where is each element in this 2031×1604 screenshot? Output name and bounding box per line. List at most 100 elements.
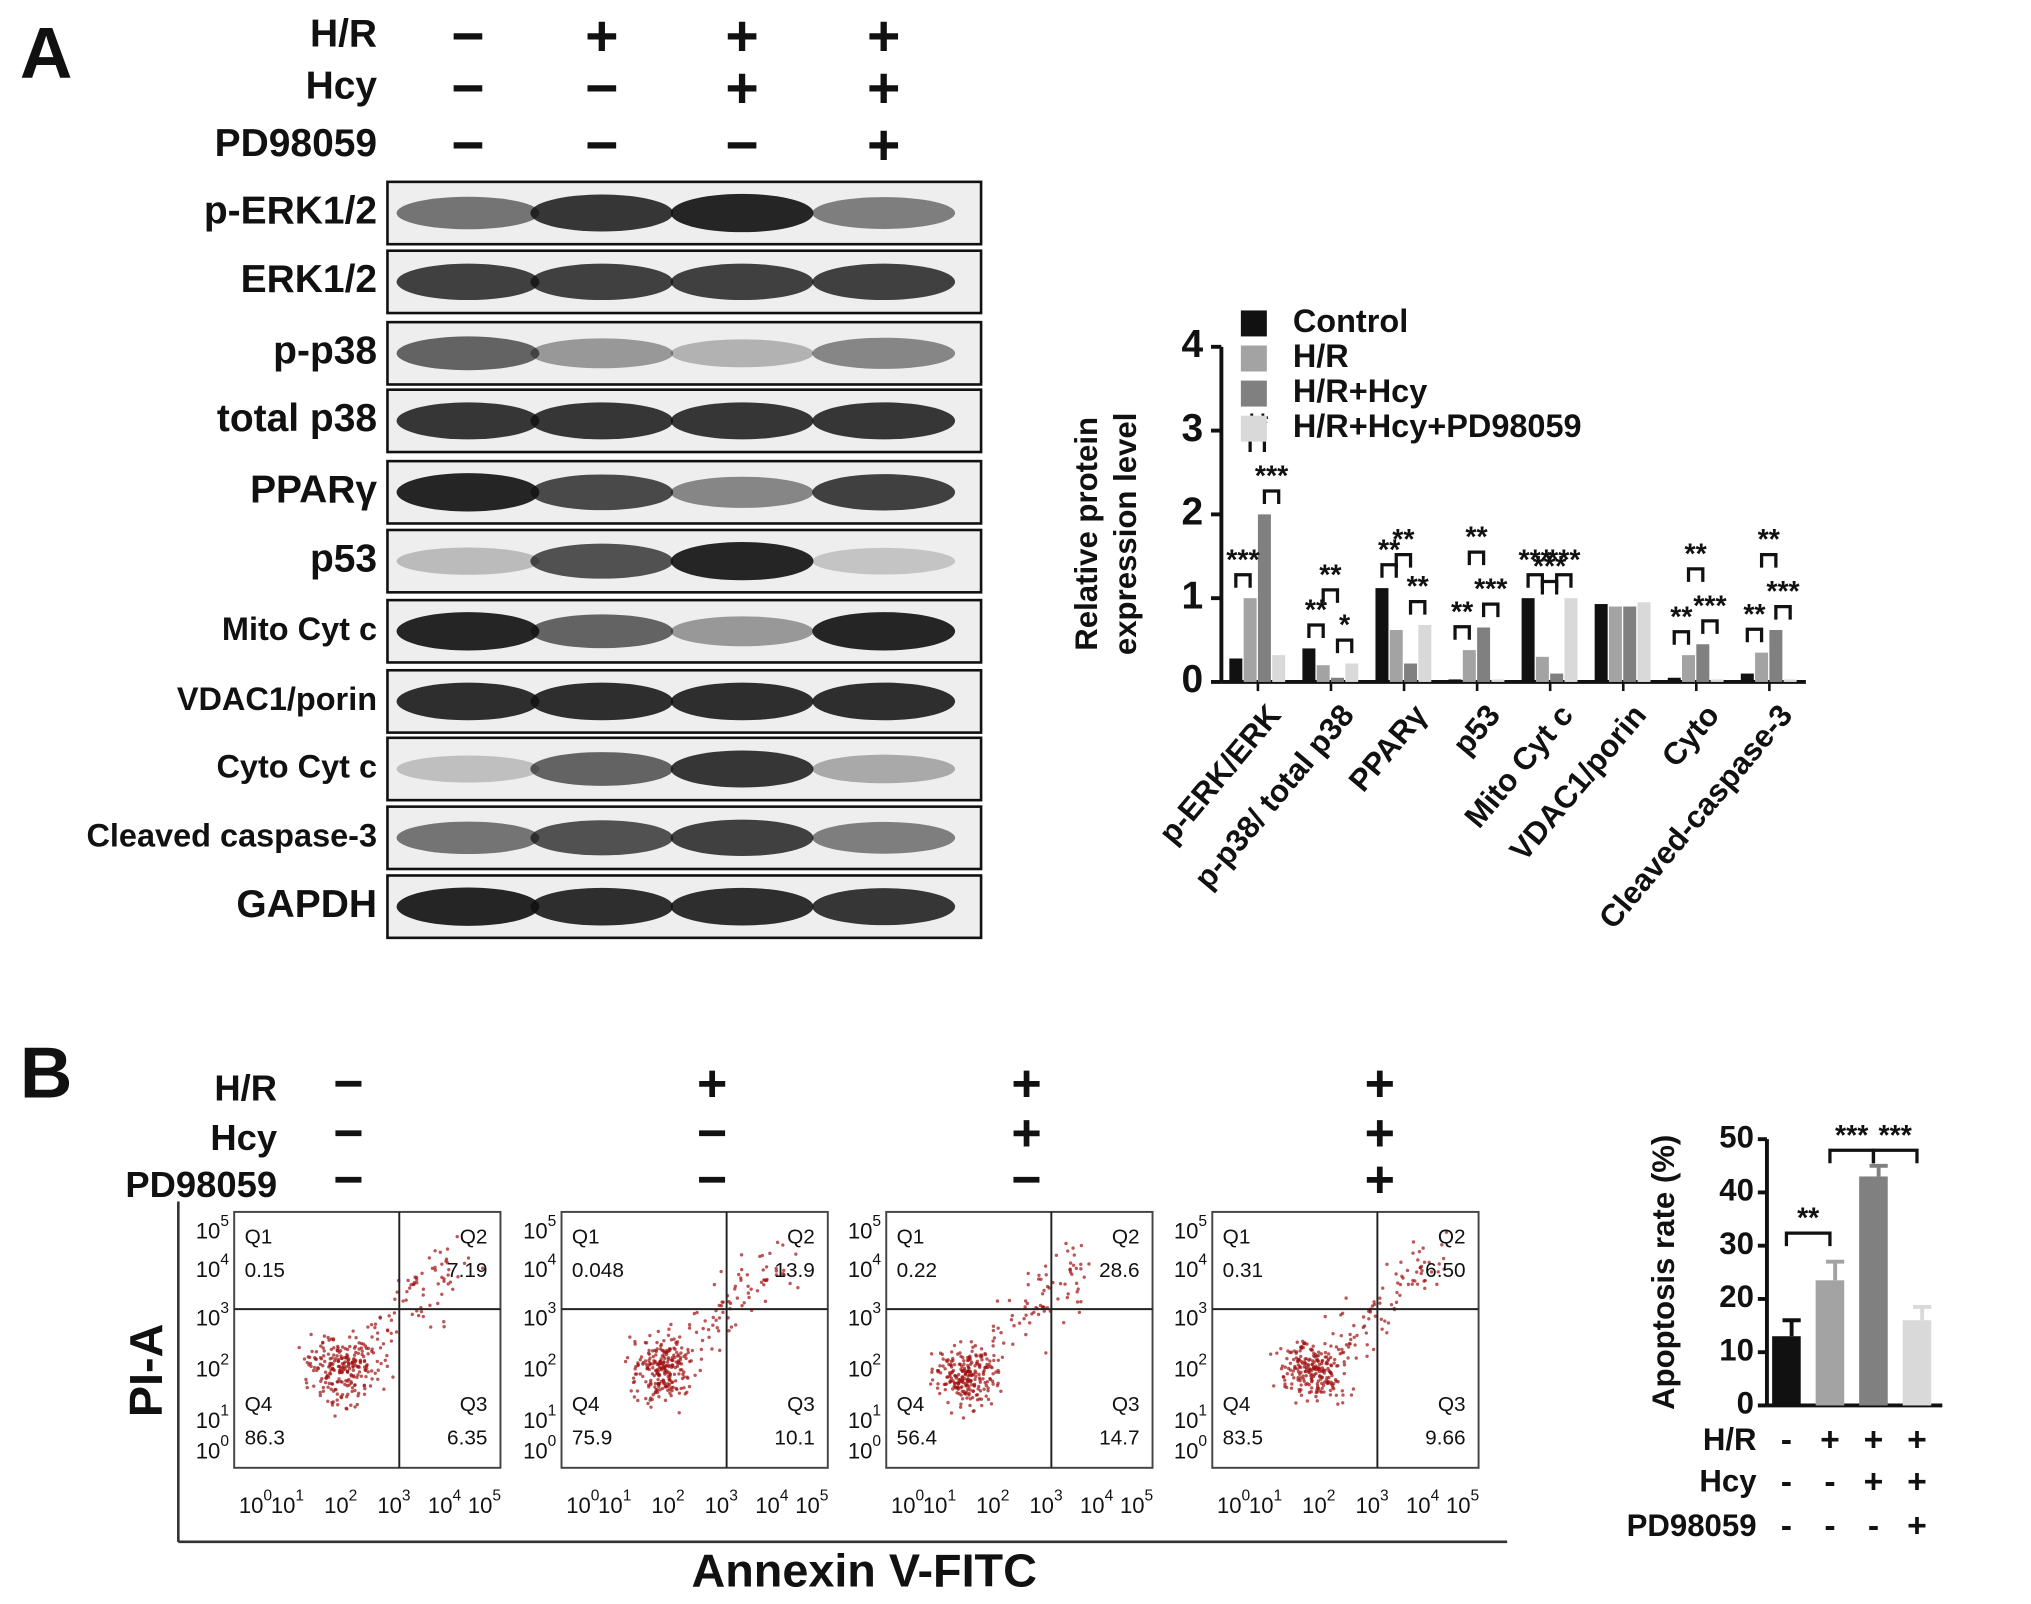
flow-dot	[345, 1369, 350, 1374]
blot-band	[530, 682, 674, 721]
significance-label: ***	[1879, 1120, 1913, 1152]
flow-dot	[347, 1335, 352, 1339]
tick-exponent: 1	[1198, 1403, 1207, 1420]
bar	[1257, 514, 1271, 682]
flow-dot	[658, 1388, 662, 1392]
flow-dot	[1066, 1249, 1070, 1253]
flow-dot	[651, 1354, 655, 1359]
tick-exponent: 0	[591, 1487, 600, 1504]
bar	[1302, 648, 1316, 682]
blot-band	[530, 614, 674, 649]
flow-dot	[978, 1389, 983, 1393]
flow-dot	[385, 1364, 389, 1369]
flow-dot	[330, 1356, 334, 1360]
flow-dot	[991, 1382, 995, 1386]
x-tick-label: 103	[1029, 1487, 1062, 1517]
flow-dot	[687, 1326, 692, 1330]
flow-dot	[1301, 1345, 1305, 1350]
flow-dot	[1054, 1253, 1059, 1257]
flow-dot	[672, 1372, 677, 1376]
tick-exponent: 5	[492, 1487, 501, 1504]
flow-dot	[662, 1370, 667, 1375]
flow-dot	[349, 1403, 353, 1407]
x-tick-label: PPARγ	[1342, 697, 1435, 798]
flow-dot	[1307, 1382, 1311, 1387]
flow-dot	[444, 1259, 448, 1263]
blot-band	[396, 682, 540, 721]
flow-dot	[995, 1299, 1000, 1303]
flow-dot	[412, 1280, 417, 1285]
flow-dot	[658, 1347, 663, 1351]
flow-dot	[1319, 1352, 1323, 1356]
flow-dot	[930, 1370, 934, 1374]
flow-dot	[977, 1384, 981, 1389]
flow-dot	[669, 1322, 673, 1327]
quadrant-name: Q4	[897, 1393, 925, 1416]
flow-dot	[1314, 1390, 1318, 1395]
flow-dot	[1328, 1388, 1333, 1393]
flow-dot	[309, 1332, 313, 1337]
flow-dot	[699, 1357, 704, 1361]
flow-dot	[1311, 1366, 1316, 1370]
flow-dot	[986, 1386, 990, 1390]
flow-dot	[700, 1338, 705, 1343]
flow-dot	[1325, 1361, 1330, 1366]
flow-dot	[968, 1403, 972, 1408]
flow-dot	[323, 1380, 328, 1385]
flow-dot	[649, 1396, 653, 1400]
bar	[1521, 598, 1535, 682]
flow-dot	[329, 1347, 334, 1352]
flow-dot	[314, 1357, 319, 1361]
tick-base: 10	[1249, 1493, 1274, 1518]
significance-bracket	[1540, 579, 1559, 595]
bar	[1815, 1280, 1845, 1406]
flow-dot	[679, 1351, 683, 1355]
flow-dot	[960, 1397, 965, 1401]
flow-dot	[355, 1375, 359, 1380]
flow-dot	[1042, 1288, 1046, 1293]
flow-dot	[480, 1266, 485, 1270]
flow-dot	[1007, 1298, 1012, 1303]
tick-exponent: 2	[548, 1351, 557, 1368]
y-tick-label: 3	[1182, 407, 1204, 450]
tick-base: 10	[1029, 1493, 1054, 1518]
flow-dot	[360, 1352, 364, 1357]
flow-dot	[1011, 1342, 1015, 1346]
flow-dot	[979, 1397, 984, 1401]
condition-mark: −	[333, 1151, 363, 1209]
blot-band	[670, 887, 814, 926]
flow-dot	[305, 1360, 309, 1365]
bar	[1667, 677, 1681, 682]
tick-base: 10	[523, 1257, 548, 1282]
condition-mark: -	[1868, 1506, 1879, 1544]
flow-dot	[456, 1275, 460, 1279]
flow-dot	[962, 1389, 966, 1394]
quadrant-value: 83.5	[1223, 1427, 1263, 1450]
flow-dot	[986, 1397, 991, 1402]
significance-label: **	[1407, 571, 1430, 603]
flow-dot	[977, 1376, 982, 1380]
legend-swatch	[1240, 310, 1267, 337]
flow-dot	[973, 1377, 977, 1382]
flow-dot	[1315, 1382, 1320, 1386]
condition-mark: +	[1011, 1104, 1041, 1162]
flow-dot	[733, 1287, 737, 1291]
tick-base: 10	[1302, 1493, 1327, 1518]
condition-mark: +	[1907, 1421, 1927, 1459]
flow-dot	[1342, 1363, 1347, 1367]
flow-dot	[338, 1348, 343, 1353]
flow-dot	[351, 1364, 355, 1368]
x-tick-label: 104	[1406, 1487, 1440, 1517]
tick-exponent: 4	[872, 1252, 881, 1269]
bar	[1769, 630, 1783, 682]
flow-dot	[386, 1329, 390, 1333]
flow-dot	[401, 1299, 405, 1303]
flow-dot	[1075, 1290, 1079, 1294]
flow-dot	[646, 1401, 650, 1406]
flow-dot	[1079, 1300, 1083, 1304]
significance-label: ***	[1474, 574, 1508, 606]
flow-dot	[682, 1370, 686, 1374]
blot-band	[670, 541, 814, 581]
flow-dot	[719, 1269, 723, 1274]
